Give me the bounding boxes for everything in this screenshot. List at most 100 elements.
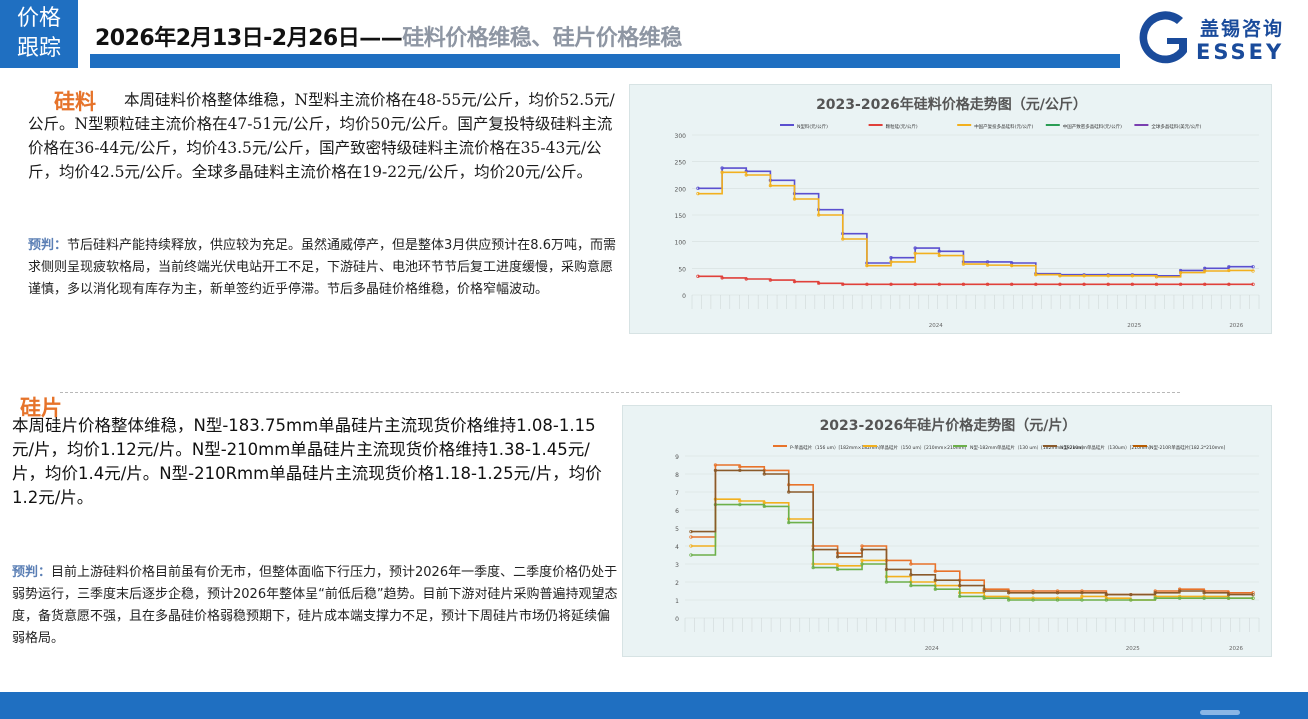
data-point <box>1130 274 1134 278</box>
data-point <box>958 594 962 599</box>
data-point <box>720 170 724 174</box>
data-point <box>937 282 941 286</box>
data-point <box>1226 596 1231 600</box>
data-point <box>913 251 917 256</box>
data-point <box>1251 596 1255 600</box>
data-point <box>811 565 815 570</box>
series-line <box>698 167 1253 277</box>
y-tick-label: 150 <box>675 213 687 220</box>
data-point <box>860 547 864 552</box>
wafer-forecast-text: 目前上游硅料价格目前虽有价无市，但整体面临下行压力，预计2026年一季度、二季度… <box>12 565 618 646</box>
year-label: 2024 <box>929 323 943 329</box>
wafer-section-title: 硅片 <box>20 396 62 420</box>
y-tick-label: 100 <box>675 240 687 247</box>
y-tick-label: 5 <box>675 526 679 533</box>
data-point <box>1129 598 1133 602</box>
legend-label: 中国产致密多晶硅料(元/公斤) <box>1063 123 1122 130</box>
data-point <box>738 502 742 507</box>
wafer-forecast-label: 预判： <box>12 565 52 580</box>
data-point <box>1007 598 1011 602</box>
y-tick-label: 3 <box>675 562 679 569</box>
data-point <box>860 562 864 566</box>
data-point <box>961 262 966 266</box>
data-point <box>1106 282 1110 286</box>
data-point <box>1129 592 1133 597</box>
wafer-forecast: 预判：目前上游硅料价格目前虽有价无市，但整体面临下行压力，预计2026年一季度、… <box>12 562 620 650</box>
data-point <box>1203 269 1207 273</box>
data-point <box>720 276 724 280</box>
data-point <box>889 256 893 260</box>
data-point <box>961 282 966 286</box>
y-tick-label: 9 <box>675 454 679 461</box>
data-point <box>738 499 742 503</box>
data-point <box>696 186 700 190</box>
data-point <box>958 583 962 588</box>
data-point <box>1104 592 1109 597</box>
silicon-price-chart-svg: 2023-2026年硅料价格走势图（元/公斤） N型料(元/公斤) 颗粒硅(元/公斤… <box>675 96 1260 329</box>
data-point <box>1251 265 1255 269</box>
data-point <box>1034 273 1038 277</box>
data-point <box>884 567 889 572</box>
legend-label: N型-182mm单晶硅片（130 um）[182mm×182mm] <box>970 444 1083 451</box>
data-point <box>884 580 889 584</box>
data-point <box>720 166 724 170</box>
title-main: 2026年2月13日-2月26日—— <box>95 26 403 51</box>
year-label: 2026 <box>1229 646 1243 652</box>
data-point <box>1058 274 1062 278</box>
data-point <box>1202 596 1206 600</box>
legend-label: 颗粒硅(元/公斤) <box>886 123 918 130</box>
tag-line-2: 跟踪 <box>16 36 61 61</box>
data-point <box>762 472 766 476</box>
wafer-price-chart-svg: 2023-2026年硅片价格走势图（元/片） P-单晶硅片（156 um）[182… <box>675 417 1260 652</box>
data-point <box>744 277 748 281</box>
data-point <box>689 535 693 539</box>
data-point <box>865 264 869 268</box>
y-tick-label: 1 <box>675 598 679 605</box>
data-point <box>933 578 937 582</box>
data-point <box>744 173 748 177</box>
data-point <box>696 274 700 278</box>
title-sub: 硅料价格维稳、硅片价格维稳 <box>402 26 682 51</box>
y-tick-label: 7 <box>675 490 679 497</box>
data-point <box>860 544 864 548</box>
data-point <box>1251 282 1255 286</box>
data-point <box>982 589 986 593</box>
logo-text-en: ESSEY <box>1196 40 1285 64</box>
data-point <box>689 529 693 534</box>
legend-label: N型-210R单晶硅片[182.2*210mm] <box>1150 444 1225 451</box>
data-point <box>1080 591 1084 595</box>
data-point <box>1153 591 1157 595</box>
data-point <box>696 192 700 196</box>
silicon-section-title: 硅料 <box>54 90 96 114</box>
y-tick-label: 8 <box>675 472 679 479</box>
data-point <box>689 553 693 557</box>
legend-label: 中国产复投多晶硅料(元/公斤) <box>974 123 1033 130</box>
data-point <box>1055 598 1060 602</box>
data-point <box>1227 268 1231 273</box>
y-tick-label: 200 <box>675 186 687 193</box>
year-label: 2026 <box>1229 323 1243 329</box>
data-point <box>1178 268 1183 273</box>
data-point <box>933 587 937 591</box>
data-point <box>835 567 840 572</box>
data-point <box>841 282 845 286</box>
title-underline-bar <box>90 54 1120 68</box>
section-divider <box>60 392 1180 393</box>
y-tick-label: 6 <box>675 508 679 515</box>
chart-title: 2023-2026年硅片价格走势图（元/片） <box>820 417 1077 434</box>
series-line <box>698 171 1254 278</box>
data-point <box>909 583 913 588</box>
data-point <box>909 573 913 577</box>
series-line <box>698 275 1253 286</box>
data-point <box>1031 591 1035 595</box>
data-point <box>738 468 742 473</box>
data-point <box>713 463 718 467</box>
series-line <box>691 469 1253 596</box>
data-point <box>982 596 986 600</box>
y-tick-label: 50 <box>678 266 686 273</box>
data-point <box>1055 591 1060 595</box>
data-point <box>1226 592 1231 597</box>
data-point <box>985 260 990 264</box>
y-tick-label: 0 <box>675 616 679 623</box>
year-label: 2025 <box>1126 646 1140 652</box>
